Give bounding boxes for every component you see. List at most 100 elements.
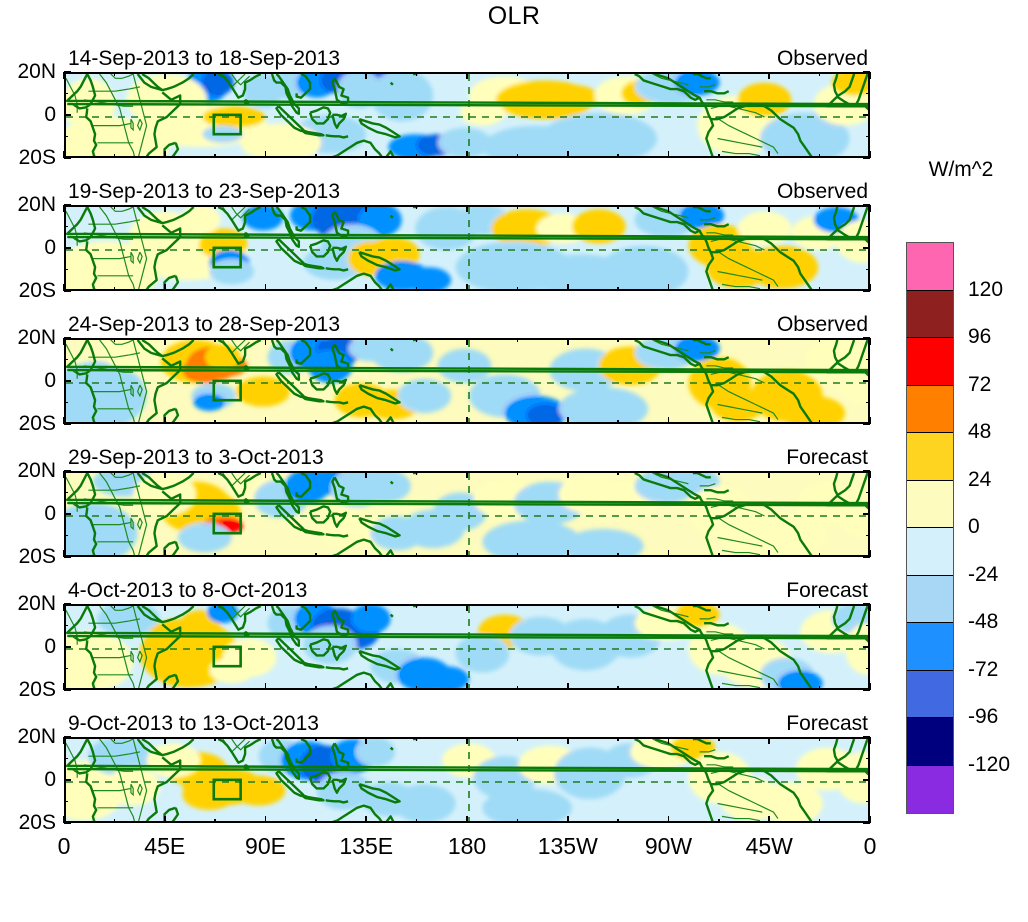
- x-tick-minor: [869, 338, 871, 342]
- x-tick-minor: [214, 154, 216, 158]
- coastlines: [66, 473, 868, 555]
- x-tick-minor: [264, 737, 267, 741]
- x-tick-minor: [163, 819, 166, 823]
- y-tick-minor: [866, 667, 870, 670]
- y-tick-minor: [866, 757, 870, 760]
- x-tick-minor: [63, 471, 65, 475]
- panel-title-1: 14-Sep-2013 to 18-Sep-2013: [68, 47, 341, 70]
- x-tick-minor: [869, 154, 871, 158]
- x-tick-minor: [415, 287, 418, 291]
- x-axis-label-135E: 135E: [339, 833, 394, 859]
- x-tick-minor: [415, 72, 418, 76]
- y-axis-label-p3-20N: 20N: [17, 326, 56, 349]
- x-tick-minor: [566, 737, 569, 741]
- x-tick-minor: [315, 205, 317, 209]
- x-tick-minor: [264, 553, 267, 557]
- x-tick-minor: [566, 471, 569, 475]
- coastlines: [66, 606, 868, 688]
- x-tick-minor: [365, 737, 368, 741]
- x-tick-minor: [214, 604, 216, 608]
- x-tick-minor: [63, 154, 65, 158]
- colorbar-tick--24: -24: [968, 562, 999, 586]
- colorbar[interactable]: [906, 242, 954, 814]
- x-tick-minor: [365, 72, 368, 76]
- x-tick-minor: [466, 72, 468, 76]
- x-tick-minor: [466, 420, 468, 424]
- x-tick-minor: [617, 604, 619, 608]
- x-tick-minor: [415, 553, 418, 557]
- x-tick-minor: [667, 686, 670, 690]
- map-guides: [66, 74, 868, 156]
- y-tick-minor: [866, 204, 870, 206]
- x-tick-minor: [315, 471, 317, 475]
- panel-title-6: 9-Oct-2013 to 13-Oct-2013: [68, 712, 319, 735]
- x-tick-minor: [415, 737, 418, 741]
- x-tick-minor: [566, 686, 569, 690]
- x-tick-minor: [818, 72, 821, 76]
- y-tick-minor: [866, 423, 870, 425]
- y-tick-minor: [866, 358, 870, 361]
- y-tick-minor: [64, 204, 68, 206]
- y-tick-minor: [866, 268, 870, 271]
- panel-title-2: 19-Sep-2013 to 23-Sep-2013: [68, 180, 341, 203]
- x-tick-minor: [818, 338, 821, 342]
- x-tick-minor: [264, 154, 267, 158]
- map-frame-5: [64, 604, 870, 690]
- x-tick-minor: [63, 72, 65, 76]
- x-tick-minor: [163, 205, 166, 209]
- region-box-marker: [212, 379, 242, 402]
- x-tick-minor: [566, 338, 569, 342]
- y-tick-minor: [64, 135, 68, 138]
- x-tick-minor: [163, 72, 166, 76]
- colorbar-tick-96: 96: [968, 325, 992, 348]
- x-tick-minor: [818, 420, 821, 424]
- x-tick-minor: [617, 819, 619, 823]
- x-tick-minor: [869, 287, 871, 291]
- x-tick-minor: [466, 338, 468, 342]
- colorbar-unit-label: W/m^2: [928, 158, 994, 181]
- x-tick-minor: [264, 338, 267, 342]
- x-tick-minor: [818, 819, 821, 823]
- x-tick-minor: [566, 604, 569, 608]
- x-tick-minor: [415, 154, 418, 158]
- x-tick-minor: [264, 72, 267, 76]
- panel-kind-3: Observed: [776, 313, 868, 336]
- map-frame-6: [64, 737, 870, 823]
- x-tick-minor: [63, 737, 65, 741]
- x-tick-minor: [869, 205, 871, 209]
- y-tick-minor: [64, 290, 68, 292]
- y-tick-minor: [866, 736, 870, 738]
- y-axis-label-p1-20N: 20N: [17, 60, 56, 83]
- page-title: OLR: [487, 2, 541, 30]
- x-tick-minor: [667, 604, 670, 608]
- colorbar-band-7: [907, 575, 953, 623]
- x-tick-minor: [63, 420, 65, 424]
- x-tick-minor: [63, 553, 65, 557]
- x-tick-minor: [264, 819, 267, 823]
- x-tick-minor: [113, 737, 116, 741]
- x-axis-label-90E: 90E: [245, 833, 286, 859]
- colorbar-tick-0: 0: [968, 515, 980, 538]
- y-tick-minor: [866, 157, 870, 159]
- y-tick-minor: [64, 470, 68, 472]
- x-axis-label-90W: 90W: [644, 833, 693, 859]
- x-tick-minor: [818, 205, 821, 209]
- x-axis-label-180: 180: [447, 833, 487, 859]
- x-tick-minor: [718, 420, 720, 424]
- colorbar-tick-48: 48: [968, 420, 992, 443]
- x-axis-label-45E: 45E: [144, 833, 186, 859]
- x-tick-minor: [214, 686, 216, 690]
- x-tick-minor: [869, 420, 871, 424]
- x-tick-minor: [163, 420, 166, 424]
- y-tick-minor: [866, 646, 870, 648]
- y-tick-minor: [866, 290, 870, 292]
- x-tick-minor: [818, 604, 821, 608]
- x-tick-minor: [214, 420, 216, 424]
- x-tick-minor: [466, 819, 468, 823]
- x-tick-minor: [163, 553, 166, 557]
- panel-kind-4: Forecast: [786, 446, 868, 469]
- y-tick-minor: [64, 92, 68, 95]
- colorbar-tick-24: 24: [968, 467, 992, 491]
- x-tick-minor: [617, 420, 619, 424]
- y-axis-label-p4-0: 0: [44, 502, 56, 525]
